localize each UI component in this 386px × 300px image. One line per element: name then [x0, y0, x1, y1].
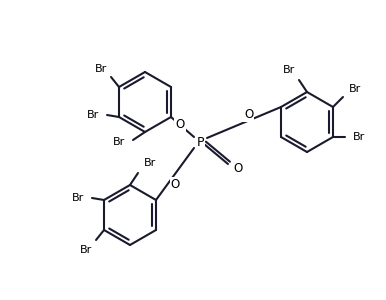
Text: O: O	[175, 118, 185, 131]
Text: O: O	[234, 161, 243, 175]
Text: Br: Br	[283, 65, 295, 75]
Text: P: P	[196, 136, 204, 148]
Text: Br: Br	[95, 64, 107, 74]
Text: Br: Br	[113, 137, 125, 147]
Text: Br: Br	[349, 84, 361, 94]
Text: Br: Br	[80, 245, 92, 255]
Text: O: O	[171, 178, 180, 191]
Text: Br: Br	[87, 110, 99, 120]
Text: O: O	[244, 108, 253, 121]
Text: Br: Br	[144, 158, 156, 168]
Text: Br: Br	[72, 193, 84, 203]
Text: Br: Br	[353, 132, 365, 142]
